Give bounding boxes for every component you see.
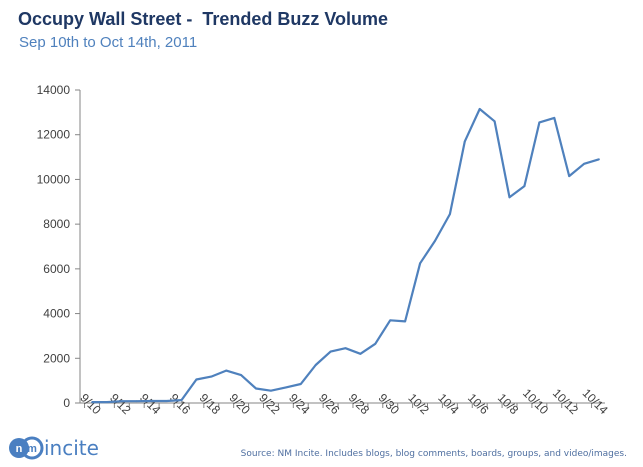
y-tick-label: 2000	[43, 351, 70, 365]
data-point	[478, 108, 481, 110]
x-tick-label: 10/2	[405, 391, 432, 418]
x-tick-label: 10/10	[520, 386, 551, 417]
x-tick-label: 9/12	[107, 391, 134, 418]
y-tick-label: 10000	[37, 172, 71, 186]
x-tick-label: 9/20	[226, 391, 253, 418]
data-point	[150, 400, 153, 402]
data-point	[389, 319, 392, 322]
data-point	[463, 140, 466, 143]
y-tick-label: 4000	[43, 307, 70, 321]
data-point	[583, 162, 585, 165]
data-point	[448, 213, 451, 215]
data-point	[135, 400, 138, 403]
series-line	[92, 107, 600, 404]
data-point	[404, 320, 407, 323]
y-tick-label: 14000	[37, 83, 71, 97]
data-point	[553, 117, 556, 119]
data-point	[299, 383, 302, 385]
x-tick-label: 9/16	[167, 391, 194, 418]
data-point	[508, 196, 511, 199]
data-point	[180, 399, 183, 401]
data-point	[91, 401, 93, 404]
data-point	[344, 347, 347, 350]
x-tick-label: 9/26	[316, 391, 343, 418]
svg-text:n: n	[16, 443, 23, 455]
svg-text:m: m	[27, 443, 37, 455]
data-point	[359, 352, 362, 355]
x-tick-label: 10/6	[465, 391, 492, 418]
data-point	[240, 374, 243, 376]
chart-subtitle: Sep 10th to Oct 14th, 2011	[19, 34, 198, 51]
data-point	[270, 389, 272, 392]
data-point	[120, 400, 123, 403]
data-point	[314, 364, 317, 366]
y-tick-label: 8000	[43, 217, 70, 231]
chart-title: Occupy Wall Street - Trended Buzz Volume	[18, 9, 389, 29]
data-point	[210, 375, 213, 378]
data-point	[284, 386, 287, 389]
x-tick-label: 9/14	[137, 391, 164, 418]
data-point	[106, 401, 108, 404]
data-point	[225, 369, 228, 372]
data-point	[538, 121, 541, 124]
x-tick-label: 10/8	[495, 391, 522, 418]
data-point	[195, 378, 198, 381]
x-tick-label: 9/18	[197, 391, 224, 418]
x-tick-label: 10/14	[580, 386, 611, 417]
data-point	[523, 185, 526, 188]
y-tick-label: 12000	[37, 128, 71, 142]
x-tick-label: 10/4	[435, 391, 462, 418]
x-tick-label: 10/12	[550, 386, 581, 417]
nm-logo-icon: n m	[9, 436, 44, 460]
x-tick-label: 9/10	[77, 391, 104, 418]
x-tick-label: 9/22	[256, 391, 283, 418]
y-tick-label: 6000	[43, 262, 70, 276]
source-note: Source: NM Incite. Includes blogs, blog …	[240, 449, 627, 459]
data-point	[165, 400, 168, 402]
data-point	[568, 175, 571, 177]
data-point	[255, 387, 257, 390]
data-point	[329, 350, 332, 353]
x-tick-label: 9/28	[346, 391, 373, 418]
data-point	[598, 158, 600, 161]
x-tick-label: 9/30	[376, 391, 403, 418]
data-point	[434, 240, 436, 242]
logo-text: incite	[44, 436, 99, 460]
data-point	[374, 342, 377, 345]
data-point	[419, 262, 421, 265]
y-tick-label: 0	[63, 396, 70, 410]
x-tick-label: 9/24	[286, 391, 313, 418]
data-point	[493, 120, 496, 123]
